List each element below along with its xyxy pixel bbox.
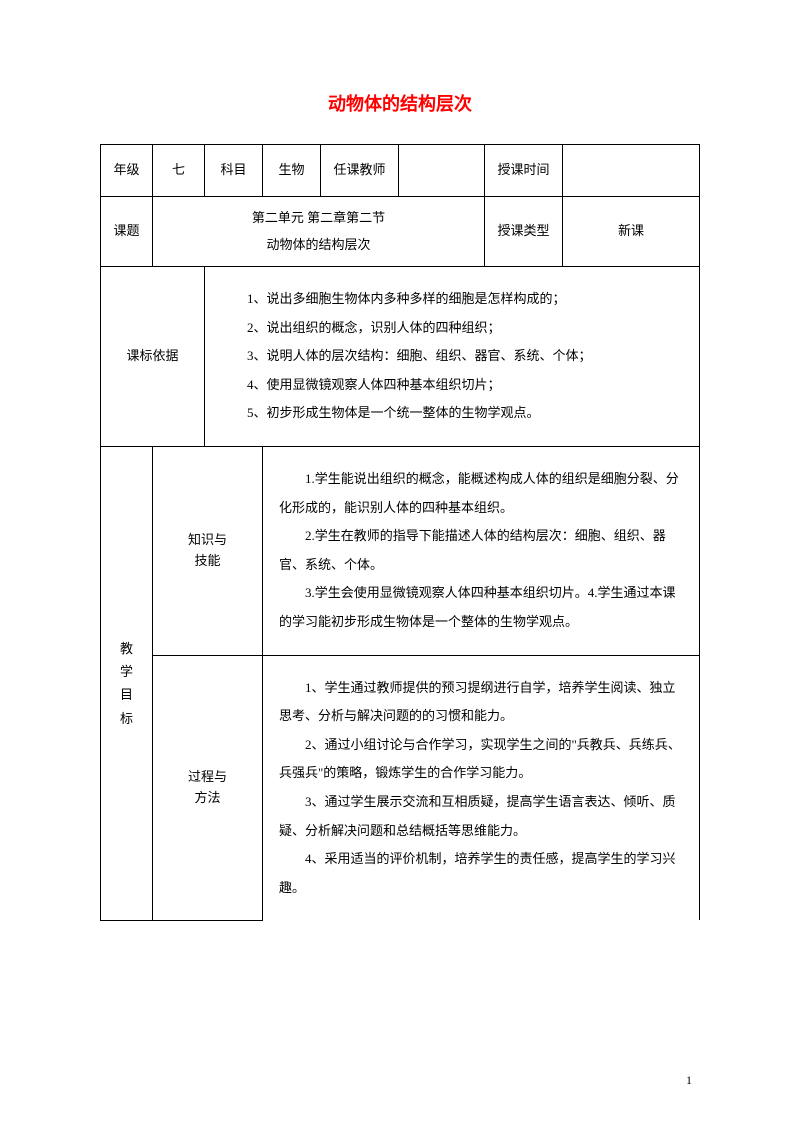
subject-label: 科目 (205, 145, 263, 197)
topic-value: 第二单元 第二章第二节 动物体的结构层次 (153, 197, 485, 267)
knowledge-item: 1.学生能说出组织的概念，能概述构成人体的组织是细胞分裂、分化形成的，能识别人体… (279, 465, 687, 522)
standard-content: 1、说出多细胞生物体内多种多样的细胞是怎样构成的； 2、说出组织的概念，识别人体… (205, 267, 700, 447)
process-content: 1、学生通过教师提供的预习提纲进行自学，培养学生阅读、独立思考、分析与解决问题的… (263, 655, 700, 920)
teacher-label: 任课教师 (321, 145, 399, 197)
topic-label: 课题 (101, 197, 153, 267)
process-item: 1、学生通过教师提供的预习提纲进行自学，培养学生阅读、独立思考、分析与解决问题的… (279, 674, 687, 731)
goals-label-char3: 目 (120, 687, 133, 702)
header-row: 年级 七 科目 生物 任课教师 授课时间 (101, 145, 700, 197)
standard-item: 5、初步形成生物体是一个统一整体的生物学观点。 (221, 399, 687, 428)
process-label-l1: 过程与 (159, 767, 256, 788)
process-label: 过程与 方法 (153, 655, 263, 920)
standard-label: 课标依据 (101, 267, 205, 447)
standard-item: 1、说出多细胞生物体内多种多样的细胞是怎样构成的； (221, 285, 687, 314)
standard-item: 4、使用显微镜观察人体四种基本组织切片； (221, 371, 687, 400)
lesson-plan-table: 年级 七 科目 生物 任课教师 授课时间 课题 第二单元 第二章第二节 动物体的… (100, 144, 700, 921)
goals-label-char1: 教 (120, 641, 133, 656)
standard-item: 2、说出组织的概念，识别人体的四种组织； (221, 314, 687, 343)
knowledge-item: 3.学生会使用显微镜观察人体四种基本组织切片。4.学生通过本课的学习能初步形成生… (279, 579, 687, 636)
knowledge-label: 知识与 技能 (153, 446, 263, 655)
process-item: 2、通过小组讨论与合作学习，实现学生之间的"兵教兵、兵练兵、兵强兵"的策略，锻炼… (279, 731, 687, 788)
time-value (563, 145, 700, 197)
goals-process-row: 过程与 方法 1、学生通过教师提供的预习提纲进行自学，培养学生阅读、独立思考、分… (101, 655, 700, 920)
teacher-value (399, 145, 485, 197)
knowledge-content: 1.学生能说出组织的概念，能概述构成人体的组织是细胞分裂、分化形成的，能识别人体… (263, 446, 700, 655)
standard-item: 3、说明人体的层次结构：细胞、组织、器官、系统、个体； (221, 342, 687, 371)
topic-row: 课题 第二单元 第二章第二节 动物体的结构层次 授课类型 新课 (101, 197, 700, 267)
process-label-l2: 方法 (159, 788, 256, 809)
subject-value: 生物 (263, 145, 321, 197)
page-number: 1 (686, 1073, 692, 1088)
grade-value: 七 (153, 145, 205, 197)
page-container: 动物体的结构层次 年级 七 科目 生物 任课教师 授课时间 课题 第二单元 第二… (0, 0, 800, 1132)
process-item: 4、采用适当的评价机制，培养学生的责任感，提高学生的学习兴趣。 (279, 845, 687, 902)
document-title: 动物体的结构层次 (100, 90, 700, 116)
knowledge-label-l2: 技能 (159, 551, 256, 572)
goals-label: 教 学 目 标 (101, 446, 153, 920)
knowledge-label-l1: 知识与 (159, 530, 256, 551)
goals-label-char2: 学 (120, 664, 133, 679)
lesson-type-value: 新课 (563, 197, 700, 267)
grade-label: 年级 (101, 145, 153, 197)
goals-knowledge-row: 教 学 目 标 知识与 技能 1.学生能说出组织的概念，能概述构成人体的组织是细… (101, 446, 700, 655)
process-item: 3、通过学生展示交流和互相质疑，提高学生语言表达、倾听、质疑、分析解决问题和总结… (279, 788, 687, 845)
standard-row: 课标依据 1、说出多细胞生物体内多种多样的细胞是怎样构成的； 2、说出组织的概念… (101, 267, 700, 447)
lesson-type-label: 授课类型 (485, 197, 563, 267)
topic-line1: 第二单元 第二章第二节 (159, 208, 478, 229)
topic-line2: 动物体的结构层次 (159, 235, 478, 256)
time-label: 授课时间 (485, 145, 563, 197)
goals-label-char4: 标 (120, 711, 133, 726)
knowledge-item: 2.学生在教师的指导下能描述人体的结构层次：细胞、组织、器官、系统、个体。 (279, 522, 687, 579)
